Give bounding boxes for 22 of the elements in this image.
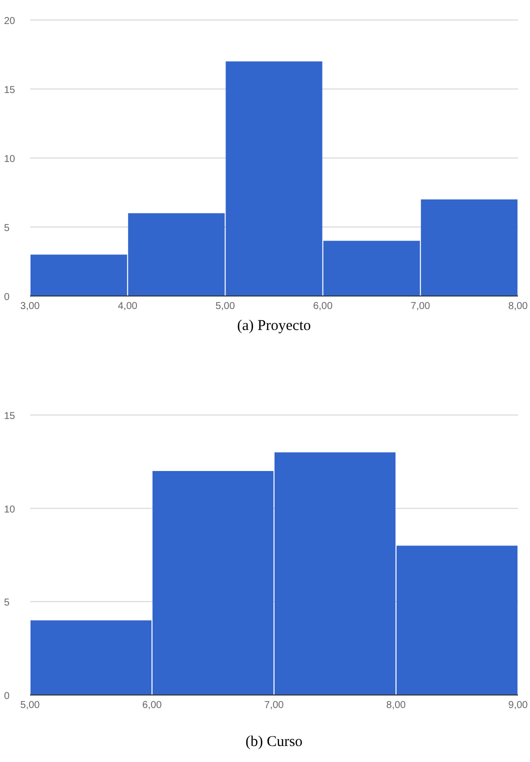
x-tick-label: 5,00 (20, 700, 40, 711)
y-tick-label: 0 (4, 691, 10, 702)
x-tick-label: 4,00 (118, 301, 138, 312)
y-tick-label: 15 (4, 411, 16, 422)
x-tick-label: 3,00 (20, 301, 40, 312)
x-tick-label: 8,00 (508, 301, 528, 312)
x-tick-label: 7,00 (410, 301, 431, 312)
y-tick-label: 20 (4, 16, 16, 27)
y-tick-label: 0 (4, 292, 10, 303)
y-tick-label: 10 (4, 154, 16, 165)
y-tick-label: 5 (4, 598, 10, 609)
x-tick-label: 8,00 (386, 700, 406, 711)
y-tick-label: 10 (4, 504, 16, 516)
x-tick-label: 7,00 (264, 700, 284, 711)
text: (b) Curso (245, 734, 303, 750)
y-tick-label: 15 (4, 85, 16, 96)
x-tick-label: 6,00 (313, 301, 333, 312)
text: (a) Proyecto (237, 318, 311, 334)
x-tick-label: 5,00 (215, 301, 236, 312)
y-tick-label: 5 (4, 223, 10, 234)
x-tick-label: 9,00 (508, 700, 528, 711)
x-tick-label: 6,00 (142, 700, 162, 711)
